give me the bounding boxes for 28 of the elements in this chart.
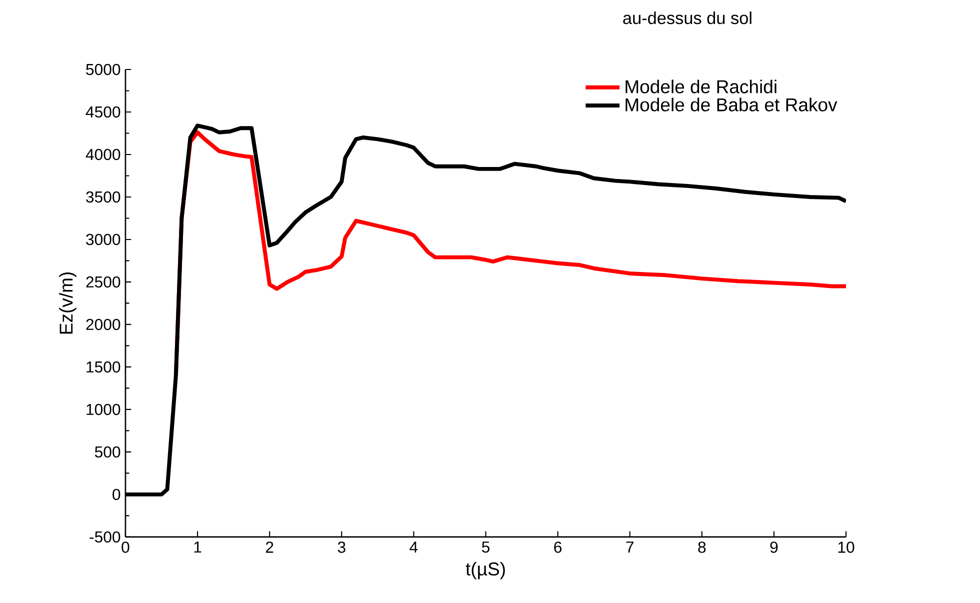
x-tick-label: 1 <box>194 541 202 552</box>
y-tick-label: 4500 <box>86 106 120 118</box>
y-tick-label: 1000 <box>86 404 120 415</box>
x-tick-label: 6 <box>554 541 562 553</box>
y-tick-label: 3500 <box>86 191 120 202</box>
x-axis-title: t(µS) <box>466 562 505 579</box>
y-tick-label: 500 <box>94 446 120 458</box>
x-tick-label: 4 <box>410 541 418 552</box>
y-tick-label: 2000 <box>86 318 120 330</box>
y-tick-label: 5000 <box>86 64 120 75</box>
x-tick-label: 7 <box>626 541 634 552</box>
x-tick-label: 9 <box>770 541 778 553</box>
y-tick-label: 1500 <box>86 361 120 372</box>
legend-label: Modele de Baba et Rakov <box>626 98 838 112</box>
x-tick-label: 2 <box>266 541 274 552</box>
x-tick-label: 5 <box>482 541 490 552</box>
x-tick-label: 3 <box>338 541 346 553</box>
y-tick-label: 3000 <box>86 234 120 245</box>
y-axis-title: Ez(v/m) <box>59 272 76 334</box>
y-tick-label: 0 <box>112 488 120 500</box>
chart-title: au-dessus du sol <box>623 11 752 24</box>
y-tick-label: 2500 <box>86 276 120 288</box>
x-tick-label: 10 <box>838 541 854 553</box>
legend-label: Modele de Rachidi <box>626 79 776 94</box>
x-tick-label: 0 <box>122 541 130 553</box>
y-tick-label: 4000 <box>86 148 120 160</box>
x-tick-label: 8 <box>698 541 706 553</box>
y-tick-label: -500 <box>90 531 120 542</box>
